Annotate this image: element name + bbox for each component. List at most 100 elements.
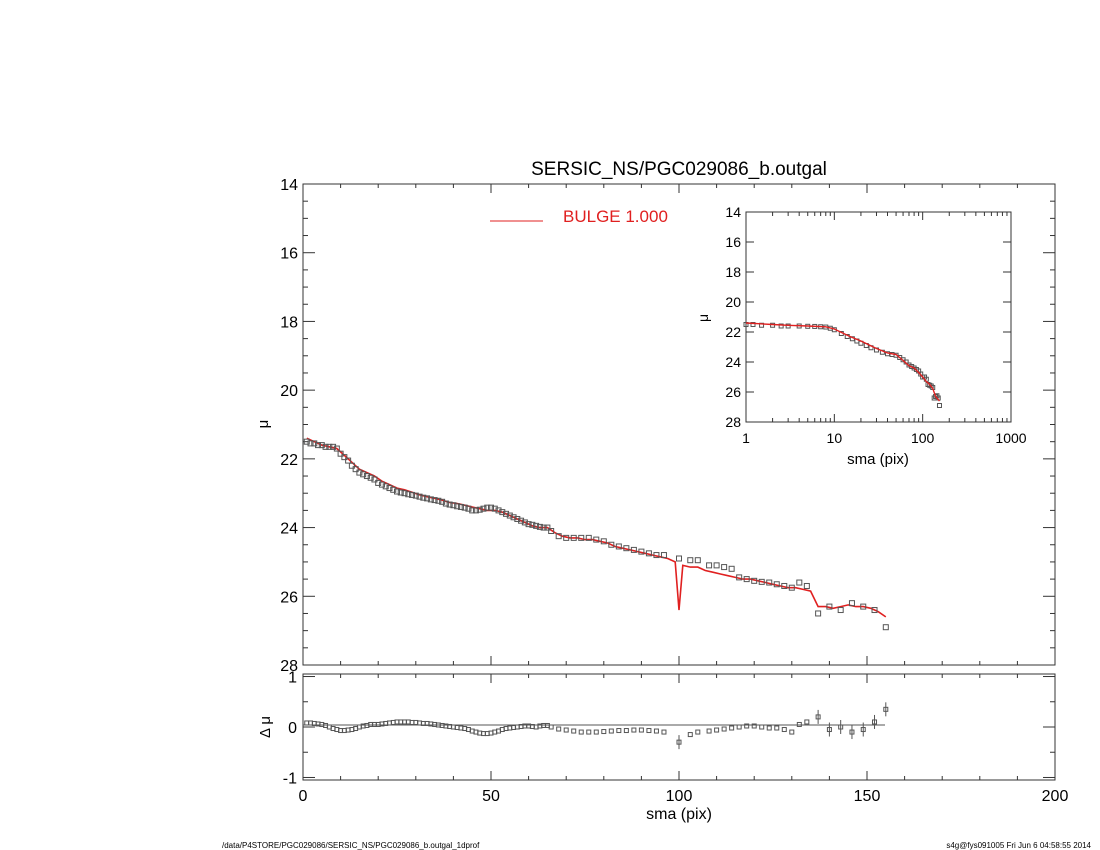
main-data-point	[766, 579, 773, 586]
residual-data-point	[872, 719, 878, 725]
residual-data-point	[608, 728, 614, 734]
inset-data-point	[936, 403, 942, 408]
residual-data-point	[563, 727, 569, 733]
main-data-point	[457, 503, 464, 510]
main-data-point	[593, 536, 600, 543]
main-data-point	[623, 545, 630, 552]
main-data-point	[322, 443, 329, 450]
residual-y-axis-label: Δ μ	[257, 716, 274, 738]
main-data-point	[518, 517, 525, 524]
main-data-point	[333, 445, 340, 452]
main-data-point	[382, 483, 389, 490]
main-data-point	[706, 562, 713, 569]
main-data-point	[352, 466, 359, 473]
main-data-point	[615, 543, 622, 550]
inset-x-tick-label: 10	[827, 430, 843, 446]
inset-y-tick-label: 18	[725, 264, 741, 280]
main-data-point	[585, 534, 592, 541]
main-data-point	[645, 550, 652, 557]
residual-data-point	[759, 724, 765, 730]
main-y-tick-label: 20	[280, 383, 298, 400]
main-data-point	[788, 584, 795, 591]
main-data-point	[476, 506, 483, 513]
main-data-point	[303, 438, 310, 445]
main-y-tick-label: 16	[280, 246, 298, 263]
main-ticks: 14 16 18 20 22 24 26 28	[280, 177, 1056, 675]
residual-data-point	[789, 729, 795, 735]
main-data-point	[533, 522, 540, 529]
inset-y-tick-label: 28	[725, 414, 741, 430]
main-data-point	[484, 504, 491, 511]
main-data-point	[848, 600, 855, 607]
inset-y-tick-label: 26	[725, 384, 741, 400]
residual-data-point	[826, 727, 832, 733]
main-data-point	[630, 546, 637, 553]
inset-panel: 1 10 100 1000 14 16 18 20 22 24 26 28 μ sma (pix)	[695, 204, 1027, 468]
residual-data-point	[578, 729, 584, 735]
main-data-point	[469, 507, 476, 514]
main-data-point	[578, 534, 585, 541]
residual-data-point	[815, 714, 821, 720]
main-data-point	[409, 491, 416, 498]
inset-y-tick-label: 20	[725, 294, 741, 310]
inset-x-axis-label: sma (pix)	[847, 451, 909, 468]
main-data-point	[356, 469, 363, 476]
inset-y-tick-label: 22	[725, 324, 741, 340]
main-data-point	[548, 528, 555, 535]
main-y-tick-label: 22	[280, 452, 298, 469]
main-data-point	[348, 462, 355, 469]
main-data-point	[491, 505, 498, 512]
main-data-point	[307, 440, 314, 447]
main-data-point	[758, 578, 765, 585]
chart-title: SERSIC_NS/PGC029086_b.outgal	[531, 159, 827, 180]
main-data-point	[529, 521, 536, 528]
main-panel: 14 16 18 20 22 24 26 28 μ BULGE 1.000	[255, 177, 1056, 675]
main-data-point	[390, 486, 397, 493]
main-data-point	[503, 510, 510, 517]
residual-data-point	[796, 721, 802, 727]
inset-data-point	[743, 322, 749, 327]
footer-timestamp: s4g@fys091005 Fri Jun 6 04:58:55 2014	[946, 841, 1091, 850]
main-data-point	[450, 502, 457, 509]
residual-data-point	[766, 725, 772, 731]
residual-data-point	[838, 724, 844, 730]
residual-data-point	[653, 728, 659, 734]
residual-y-tick-label: 1	[288, 670, 297, 687]
main-data-point	[570, 534, 577, 541]
main-data-point	[315, 442, 322, 449]
main-data-point	[412, 492, 419, 499]
main-data-point	[371, 476, 378, 483]
main-data-point	[781, 582, 788, 589]
main-data-point	[638, 548, 645, 555]
main-model-series	[306, 437, 887, 618]
main-data-point	[721, 564, 728, 571]
main-data-point	[871, 607, 878, 614]
main-data-point	[687, 557, 694, 564]
main-y-axis-label: μ	[255, 420, 272, 429]
residual-panel: 0 50 100 150 200-101 Δ μ sma (pix)	[257, 670, 1068, 823]
main-data-point	[472, 507, 479, 514]
residual-data-point	[804, 719, 810, 725]
main-data-point	[318, 442, 325, 449]
residual-data-point	[661, 729, 667, 735]
main-y-tick-label: 18	[280, 314, 298, 331]
residual-data-point	[631, 727, 637, 733]
inset-data-point	[750, 322, 756, 327]
residual-data-point	[774, 725, 780, 731]
main-data-point	[360, 471, 367, 478]
main-data-point	[676, 555, 682, 562]
residual-data-point	[638, 727, 644, 733]
main-data-point	[488, 504, 494, 511]
residual-data-point	[781, 727, 787, 733]
residual-data-point	[548, 724, 554, 730]
main-data-point	[751, 577, 758, 584]
x-tick-label: 50	[482, 788, 500, 805]
residual-data-point	[556, 726, 562, 732]
main-y-tick-label: 26	[280, 589, 298, 606]
inset-y-tick-label: 14	[725, 204, 741, 220]
main-data-point	[401, 490, 408, 497]
main-data-point	[860, 603, 867, 610]
main-data-point	[803, 582, 810, 589]
